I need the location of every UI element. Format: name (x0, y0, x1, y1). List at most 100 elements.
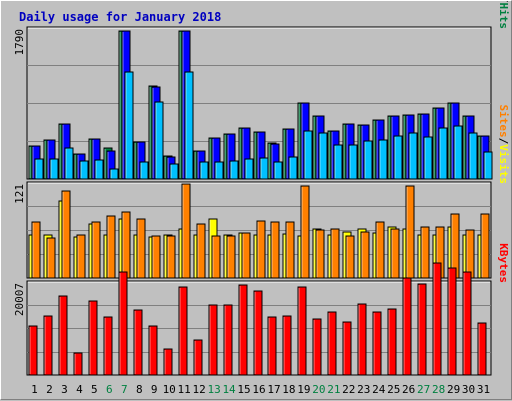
hits-files-pages-bar-pages (94, 159, 104, 180)
kbytes-bar-kbytes (267, 316, 277, 376)
kbytes-bar-kbytes (163, 348, 173, 376)
visits-sites-bar-sites (151, 235, 161, 279)
kbytes-bar-kbytes (372, 311, 382, 376)
visits-sites-bar-sites (61, 190, 71, 279)
kbytes-bar-kbytes (432, 262, 442, 376)
kbytes-ymax-label: 20007 (13, 283, 26, 316)
visits-sites-bar-sites (46, 237, 56, 279)
x-tick-label: 2 (46, 383, 53, 396)
hits-files-pages-bar-pages (124, 71, 134, 180)
x-tick-label: 22 (342, 383, 355, 396)
kbytes-bar-kbytes (118, 271, 128, 376)
x-tick-label: 6 (106, 383, 113, 396)
kbytes-bar-kbytes (133, 309, 143, 376)
visits-sites-bar-sites (390, 228, 400, 279)
hits-files-pages-bar-pages (288, 156, 298, 180)
visits-sites-bar-sites (76, 234, 86, 279)
x-tick-label: 29 (447, 383, 460, 396)
hits-files-pages-bar-pages (483, 151, 493, 180)
visits-sites-legend-part: / (497, 138, 510, 145)
kbytes-bar-kbytes (103, 316, 113, 376)
x-tick-label: 19 (297, 383, 310, 396)
visits-sites-bar-sites (315, 229, 325, 279)
x-tick-label: 10 (163, 383, 176, 396)
visits-sites-bar-sites (256, 220, 266, 279)
x-tick-label: 23 (357, 383, 370, 396)
x-tick-label: 11 (178, 383, 191, 396)
hits-files-pages-legend-part: / (497, 1, 510, 3)
x-tick-label: 25 (387, 383, 400, 396)
kbytes-bar-kbytes (342, 321, 352, 376)
hits-files-pages-legend-label: Pages/Files/Hits (497, 1, 510, 29)
x-tick-label: 13 (207, 383, 220, 396)
visits-sites-bar-sites (330, 228, 340, 279)
visits-sites-bar-sites (285, 221, 295, 279)
hits-files-pages-bar-pages (64, 147, 74, 180)
x-tick-label: 1 (31, 383, 38, 396)
kbytes-bar-kbytes (223, 304, 233, 376)
x-tick-label: 4 (76, 383, 83, 396)
visits-sites-legend-label: Sites/Visits (497, 105, 510, 185)
hits-files-pages-bar-pages (139, 161, 149, 180)
hits-files-pages-bar-pages (408, 132, 418, 180)
hits-files-pages-bar-pages (318, 132, 328, 180)
hits-files-pages-bar-pages (34, 158, 44, 180)
kbytes-bar-kbytes (58, 295, 68, 376)
hits-files-pages-bar-pages (109, 168, 119, 180)
hits-files-pages-bar-pages (214, 161, 224, 180)
visits-sites-bar-sites (226, 235, 236, 279)
visits-sites-bar-sites (31, 221, 41, 279)
hits-files-pages-bar-pages (169, 163, 179, 180)
kbytes-bar-kbytes (193, 339, 203, 376)
x-tick-label: 12 (193, 383, 206, 396)
kbytes-bar-kbytes (462, 271, 472, 376)
kbytes-legend-label: KBytes (497, 243, 510, 283)
visits-sites-bar-sites (106, 215, 116, 279)
hits-files-pages-bar-pages (154, 101, 164, 180)
visits-sites-bar-sites (420, 226, 430, 279)
hits-files-pages-bar-pages (423, 136, 433, 180)
x-tick-label: 28 (432, 383, 445, 396)
kbytes-bar-kbytes (447, 267, 457, 376)
kbytes-bar-kbytes (357, 303, 367, 376)
hits-files-pages-bar-pages (273, 161, 283, 180)
hits-files-pages-bar-pages (393, 135, 403, 180)
visits-sites-bar-sites (300, 185, 310, 279)
hits-files-pages-bar-pages (333, 144, 343, 180)
x-tick-label: 31 (477, 383, 490, 396)
visits-sites-bar-sites (345, 235, 355, 279)
x-tick-label: 8 (136, 383, 143, 396)
visits-sites-bar-sites (196, 223, 206, 279)
visits-sites-bar-sites (166, 235, 176, 279)
hits-files-pages-bar-pages (303, 130, 313, 180)
kbytes-bar-kbytes (73, 352, 83, 376)
hits-files-pages-bar-pages (229, 160, 239, 180)
kbytes-bar-kbytes (477, 322, 487, 376)
hits-files-pages-bar-pages (438, 127, 448, 180)
visits-sites-ymax-label: 121 (13, 184, 26, 204)
hits-files-pages-ymax-label: 1790 (13, 29, 26, 56)
x-tick-label: 21 (327, 383, 340, 396)
hits-files-pages-bar-pages (184, 71, 194, 180)
x-tick-label: 15 (237, 383, 250, 396)
hits-files-pages-bar-pages (363, 140, 373, 180)
kbytes-bar-kbytes (387, 308, 397, 376)
kbytes-legend-part: KBytes (497, 243, 510, 283)
kbytes-bar-kbytes (312, 318, 322, 376)
hits-files-pages-bar-pages (348, 144, 358, 180)
kbytes-bar-kbytes (88, 300, 98, 376)
kbytes-bar-kbytes (43, 315, 53, 376)
x-tick-label: 24 (372, 383, 386, 396)
x-tick-label: 7 (121, 383, 128, 396)
visits-sites-bar-sites (360, 231, 370, 279)
x-tick-label: 3 (61, 383, 68, 396)
visits-sites-bar-sites (241, 232, 251, 279)
hits-files-pages-bar-pages (199, 161, 209, 180)
kbytes-bar-kbytes (238, 284, 248, 376)
x-tick-label: 18 (282, 383, 295, 396)
visits-sites-bar-sites (270, 221, 280, 279)
visits-sites-bar-sites (181, 183, 191, 279)
kbytes-bar-kbytes (208, 304, 218, 376)
hits-files-pages-legend-part: Hits (497, 3, 510, 30)
